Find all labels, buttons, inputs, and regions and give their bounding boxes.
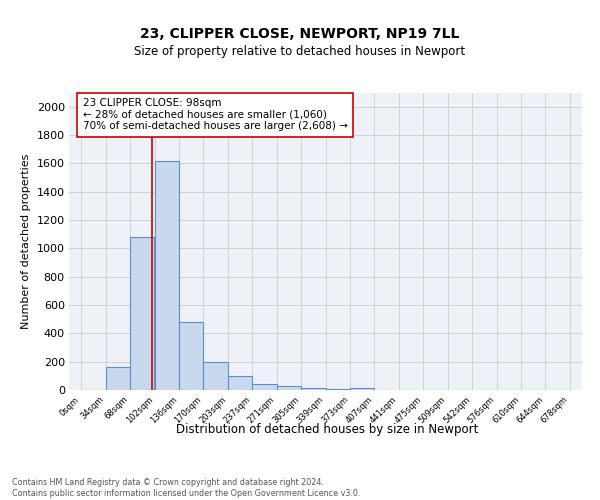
Bar: [130, 237, 154, 390]
Bar: [325, 388, 350, 390]
Bar: [228, 376, 252, 390]
Bar: [155, 160, 179, 390]
Bar: [203, 362, 228, 390]
Text: Size of property relative to detached houses in Newport: Size of property relative to detached ho…: [134, 45, 466, 58]
Text: Contains HM Land Registry data © Crown copyright and database right 2024.
Contai: Contains HM Land Registry data © Crown c…: [12, 478, 361, 498]
Bar: [252, 384, 277, 390]
Bar: [106, 368, 130, 390]
Bar: [179, 322, 203, 390]
Bar: [277, 386, 301, 390]
Bar: [301, 388, 325, 390]
Bar: [350, 388, 374, 390]
Text: 23 CLIPPER CLOSE: 98sqm
← 28% of detached houses are smaller (1,060)
70% of semi: 23 CLIPPER CLOSE: 98sqm ← 28% of detache…: [83, 98, 347, 132]
Y-axis label: Number of detached properties: Number of detached properties: [21, 154, 31, 329]
Text: Distribution of detached houses by size in Newport: Distribution of detached houses by size …: [176, 422, 478, 436]
Text: 23, CLIPPER CLOSE, NEWPORT, NP19 7LL: 23, CLIPPER CLOSE, NEWPORT, NP19 7LL: [140, 28, 460, 42]
